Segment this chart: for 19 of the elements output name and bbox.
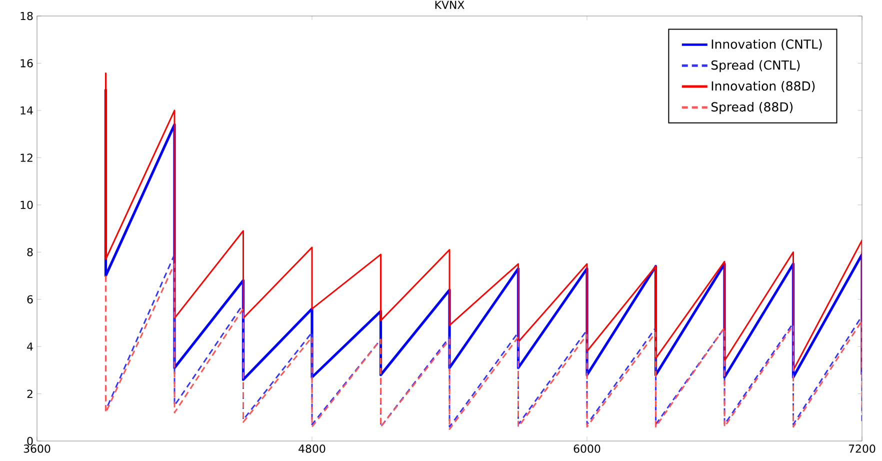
legend-label: Innovation (CNTL) <box>712 39 822 50</box>
y-tick-label: 4 <box>27 342 33 351</box>
y-tick-label: 0 <box>27 436 33 446</box>
y-tick-label: 12 <box>20 154 32 162</box>
y-tick-label: 14 <box>20 106 33 114</box>
y-tick-label: 8 <box>27 248 33 256</box>
x-tick-label: 4800 <box>298 444 326 453</box>
y-tick-label: 10 <box>20 200 33 210</box>
y-tick-label: 18 <box>20 12 33 20</box>
y-tick-label: 6 <box>27 295 33 304</box>
x-tick-label: 3600 <box>24 444 50 453</box>
y-tick-label: 2 <box>27 390 32 398</box>
y-tick-label: 16 <box>20 59 33 68</box>
x-tick-label: 7200 <box>848 444 876 453</box>
x-tick-label: 6000 <box>574 444 600 453</box>
legend-label: Spread (88D) <box>711 102 793 114</box>
legend-label: Innovation (88D) <box>712 81 815 92</box>
legend-label: Spread (CNTL) <box>711 60 800 72</box>
chart-title: KVNX <box>435 0 464 9</box>
